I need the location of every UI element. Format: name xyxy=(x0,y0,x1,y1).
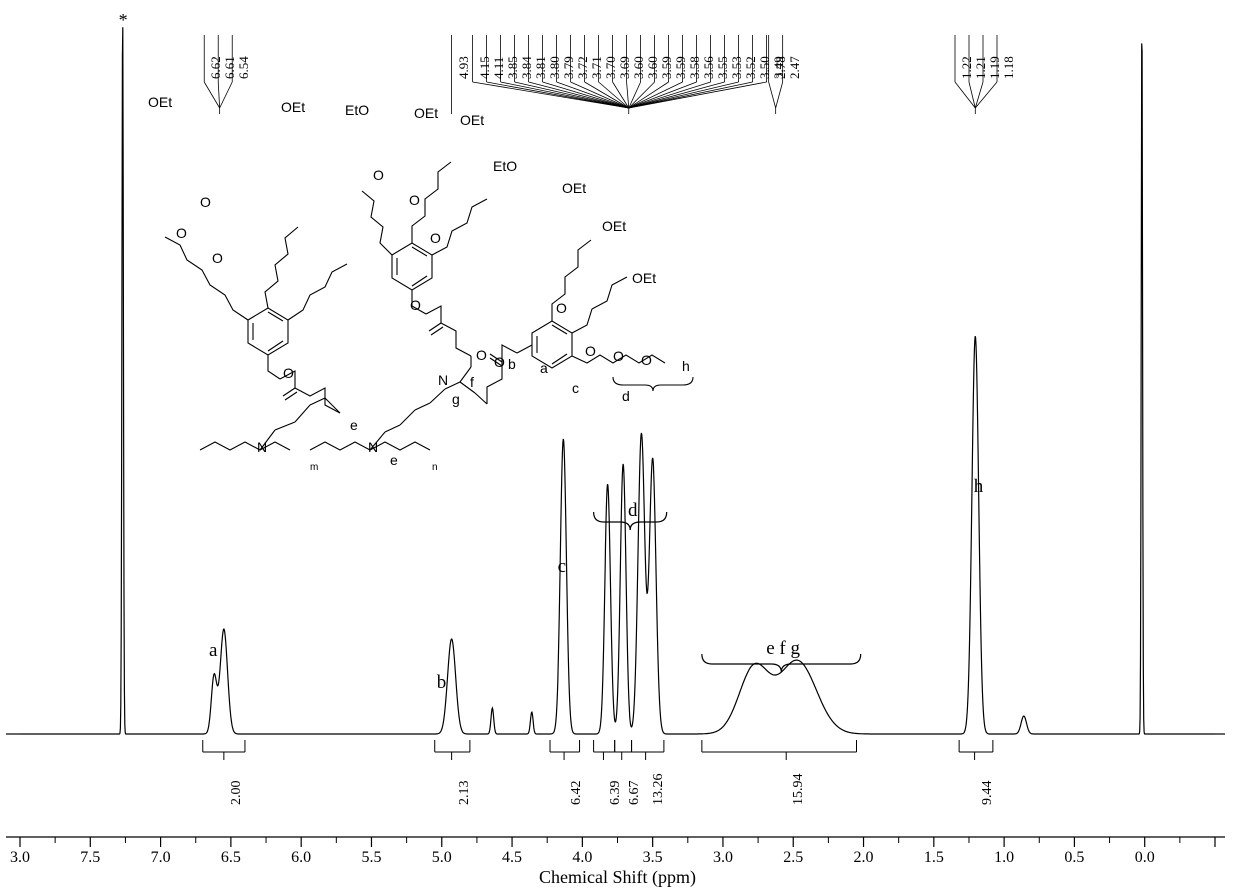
integral-label: 6.67 xyxy=(627,781,643,806)
mol-assign-b: b xyxy=(508,357,516,372)
assignment-label: d xyxy=(628,500,638,522)
molecule-structure xyxy=(130,105,700,475)
mol-assign-d: d xyxy=(622,389,630,404)
mol-assign-h: h xyxy=(682,359,690,374)
assignment-label: c xyxy=(558,556,566,578)
axis-tick-label: 3.5 xyxy=(643,849,663,867)
mol-text-OEt-4: OEt xyxy=(460,113,484,128)
integral-label: 13.26 xyxy=(651,774,667,806)
axis-tick-label: 2.5 xyxy=(783,849,803,867)
integral-label: 15.94 xyxy=(791,774,807,806)
axis-tick-label: 0.0 xyxy=(1135,849,1155,867)
mol-o-12: O xyxy=(410,298,421,313)
mol-text-OEt-2: OEt xyxy=(281,100,305,115)
mol-o-10: O xyxy=(641,353,652,368)
mol-subscript-m: m xyxy=(310,454,318,473)
mol-text-OEt-7: OEt xyxy=(632,271,656,286)
axis-tick-label: 7.5 xyxy=(80,849,100,867)
mol-o-8: O xyxy=(585,344,596,359)
axis-tick-label: 6.0 xyxy=(291,849,311,867)
mol-n-1: N xyxy=(257,440,267,455)
integral-label: 2.00 xyxy=(229,781,245,806)
assignment-label: a xyxy=(209,640,217,662)
mol-assign-c: c xyxy=(572,381,579,396)
mol-o-11: O xyxy=(283,366,294,381)
axis-tick-label: 2.0 xyxy=(854,849,874,867)
mol-o-6: O xyxy=(430,231,441,246)
integral-label: 6.42 xyxy=(569,781,585,806)
peak-label: 6.54 xyxy=(236,56,252,79)
peak-label: 1.18 xyxy=(1001,56,1017,79)
mol-o-3: O xyxy=(212,251,223,266)
mol-n-2: N xyxy=(368,440,378,455)
axis-tick-label: 5.5 xyxy=(361,849,381,867)
mol-text-OEt-6: OEt xyxy=(602,219,626,234)
mol-assign-e: e xyxy=(390,453,398,468)
solvent-peak-star: * xyxy=(119,10,128,31)
mol-n-3: N xyxy=(438,373,448,388)
mol-subscript-n: n xyxy=(432,454,438,473)
mol-assign-a: a xyxy=(540,361,548,376)
axis-tick-label: 5.0 xyxy=(432,849,452,867)
integral-label: 9.44 xyxy=(980,781,996,806)
x-axis-title: Chemical Shift (ppm) xyxy=(539,867,696,888)
axis-tick-label: 4.5 xyxy=(502,849,522,867)
mol-o-14: O xyxy=(494,355,505,370)
peak-label: 2.47 xyxy=(787,56,803,79)
mol-o-5: O xyxy=(409,193,420,208)
assignment-label: e f g xyxy=(766,638,800,660)
integral-label: 2.13 xyxy=(457,781,473,806)
mol-text-EtO-1: EtO xyxy=(345,103,369,118)
mol-o-1: O xyxy=(200,195,211,210)
mol-o-13: O xyxy=(476,348,487,363)
mol-assign-g: g xyxy=(452,392,460,407)
mol-assign-e2: e xyxy=(350,418,358,433)
axis-tick-label: 6.5 xyxy=(221,849,241,867)
axis-tick-label: 7.0 xyxy=(151,849,171,867)
peak-label: 4.93 xyxy=(456,56,472,79)
mol-assign-f: f xyxy=(470,375,474,390)
axis-tick-label: 0.5 xyxy=(1064,849,1084,867)
axis-tick-label: 3.0 xyxy=(713,849,733,867)
assignment-label: b xyxy=(437,672,447,694)
assignment-label: h xyxy=(974,476,984,498)
mol-text-OEt-3: OEt xyxy=(414,106,438,121)
axis-tick-label: 1.5 xyxy=(924,849,944,867)
mol-text-OEt-5: OEt xyxy=(562,181,586,196)
mol-o-2: O xyxy=(176,226,187,241)
axis-tick-label: 3.0 xyxy=(10,849,30,867)
integral-label: 6.39 xyxy=(608,781,624,806)
mol-o-9: O xyxy=(613,349,624,364)
mol-text-OEt-1: OEt xyxy=(148,95,172,110)
mol-o-4: O xyxy=(373,168,384,183)
axis-tick-label: 4.0 xyxy=(572,849,592,867)
axis-tick-label: 1.0 xyxy=(994,849,1014,867)
mol-text-EtO-2: EtO xyxy=(493,159,517,174)
mol-o-7: O xyxy=(556,301,567,316)
